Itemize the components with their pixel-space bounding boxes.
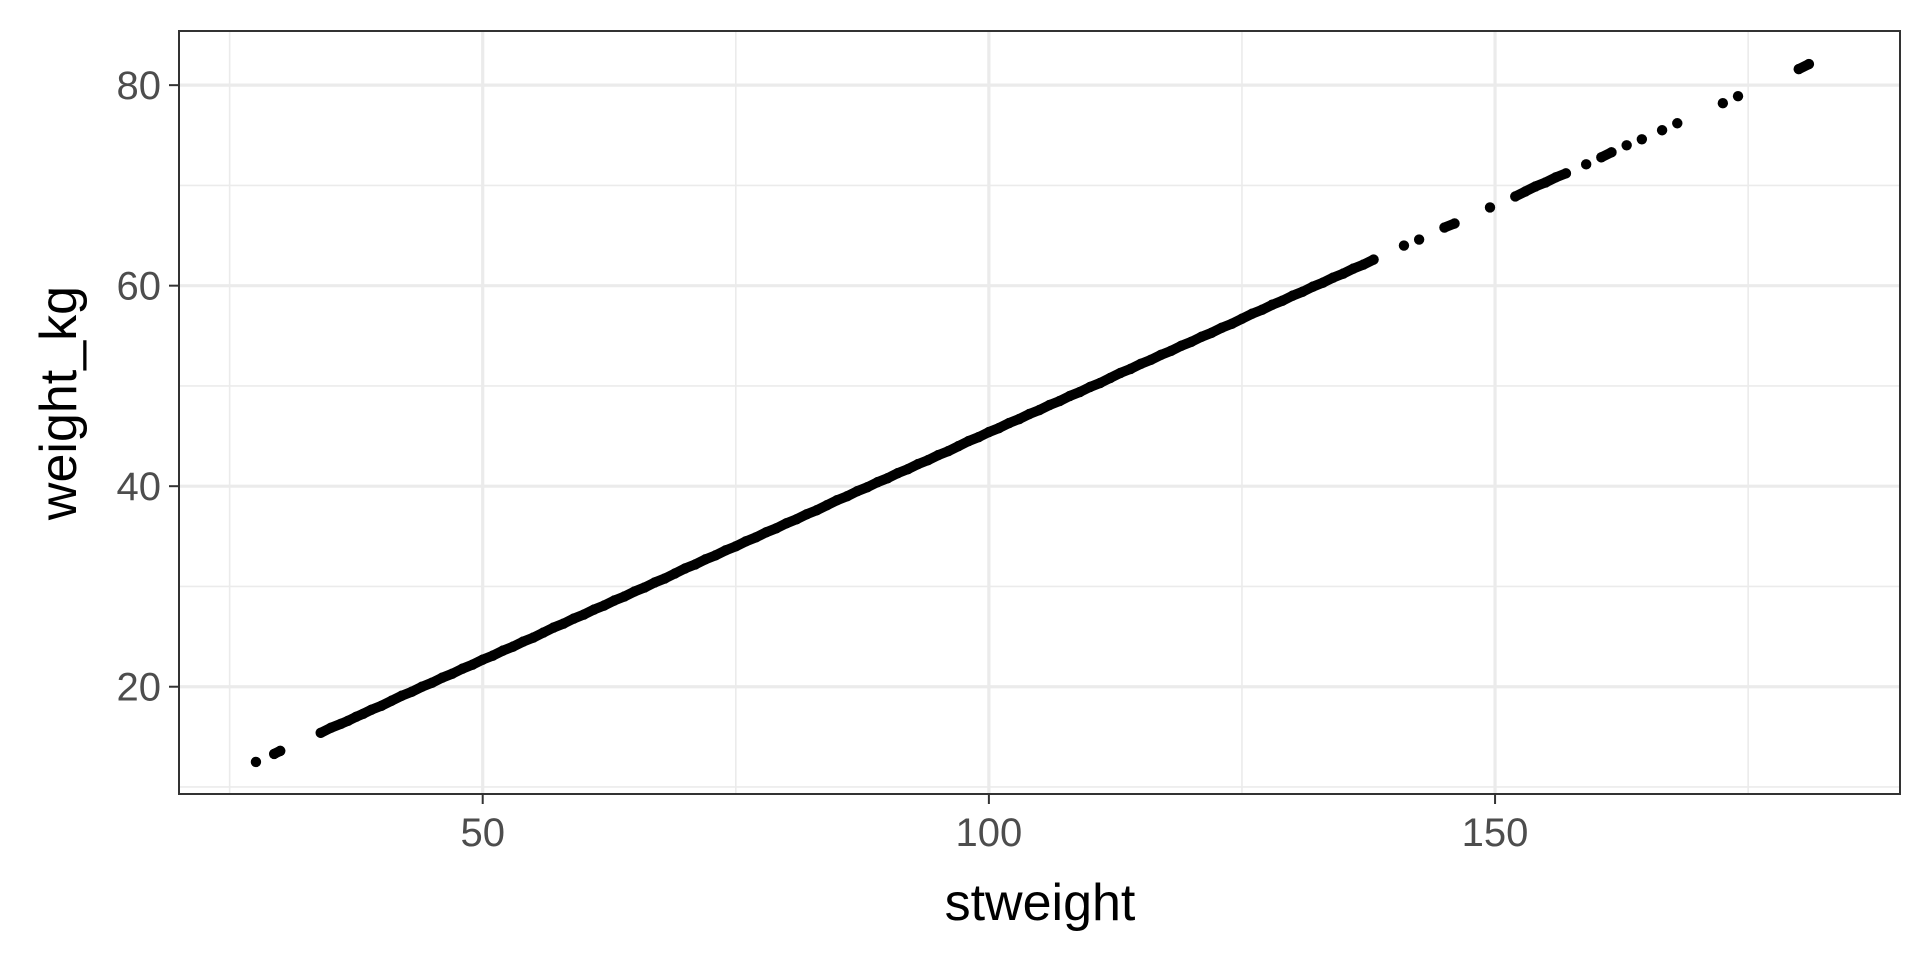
data-point-run xyxy=(269,745,286,759)
data-point xyxy=(1398,240,1410,251)
data-point-run xyxy=(1358,254,1379,270)
data-point xyxy=(1732,90,1744,102)
y-tick-label: 40 xyxy=(117,465,162,509)
x-tick-label: 50 xyxy=(460,811,505,855)
y-tick-label: 60 xyxy=(117,265,162,309)
data-point xyxy=(1413,234,1425,245)
x-tick-label: 150 xyxy=(1462,811,1529,855)
data-point xyxy=(1580,159,1592,170)
data-point-run xyxy=(1550,168,1571,183)
y-tick-label: 20 xyxy=(117,666,162,710)
major-gridlines xyxy=(179,31,1900,794)
x-tick-label: 100 xyxy=(956,811,1023,855)
data-point-run xyxy=(1439,218,1460,233)
x-axis-title: stweight xyxy=(945,874,1136,932)
data-point xyxy=(1656,125,1668,136)
data-point xyxy=(250,756,262,768)
y-axis-ticks: 20 40 60 80 xyxy=(117,64,179,710)
data-point xyxy=(1484,202,1496,213)
x-axis-ticks: 50 100 150 xyxy=(460,794,1528,855)
data-point-run xyxy=(1596,147,1617,163)
data-points xyxy=(250,58,1815,768)
data-point-run xyxy=(1793,59,1814,75)
y-tick-label: 80 xyxy=(117,64,162,108)
data-point xyxy=(1672,118,1683,129)
data-point xyxy=(1621,140,1632,151)
minor-gridlines xyxy=(179,31,1900,794)
panel-border xyxy=(178,30,1901,795)
data-point xyxy=(1717,97,1729,109)
y-axis-title: weight_kg xyxy=(30,286,88,521)
data-point xyxy=(1636,134,1648,145)
